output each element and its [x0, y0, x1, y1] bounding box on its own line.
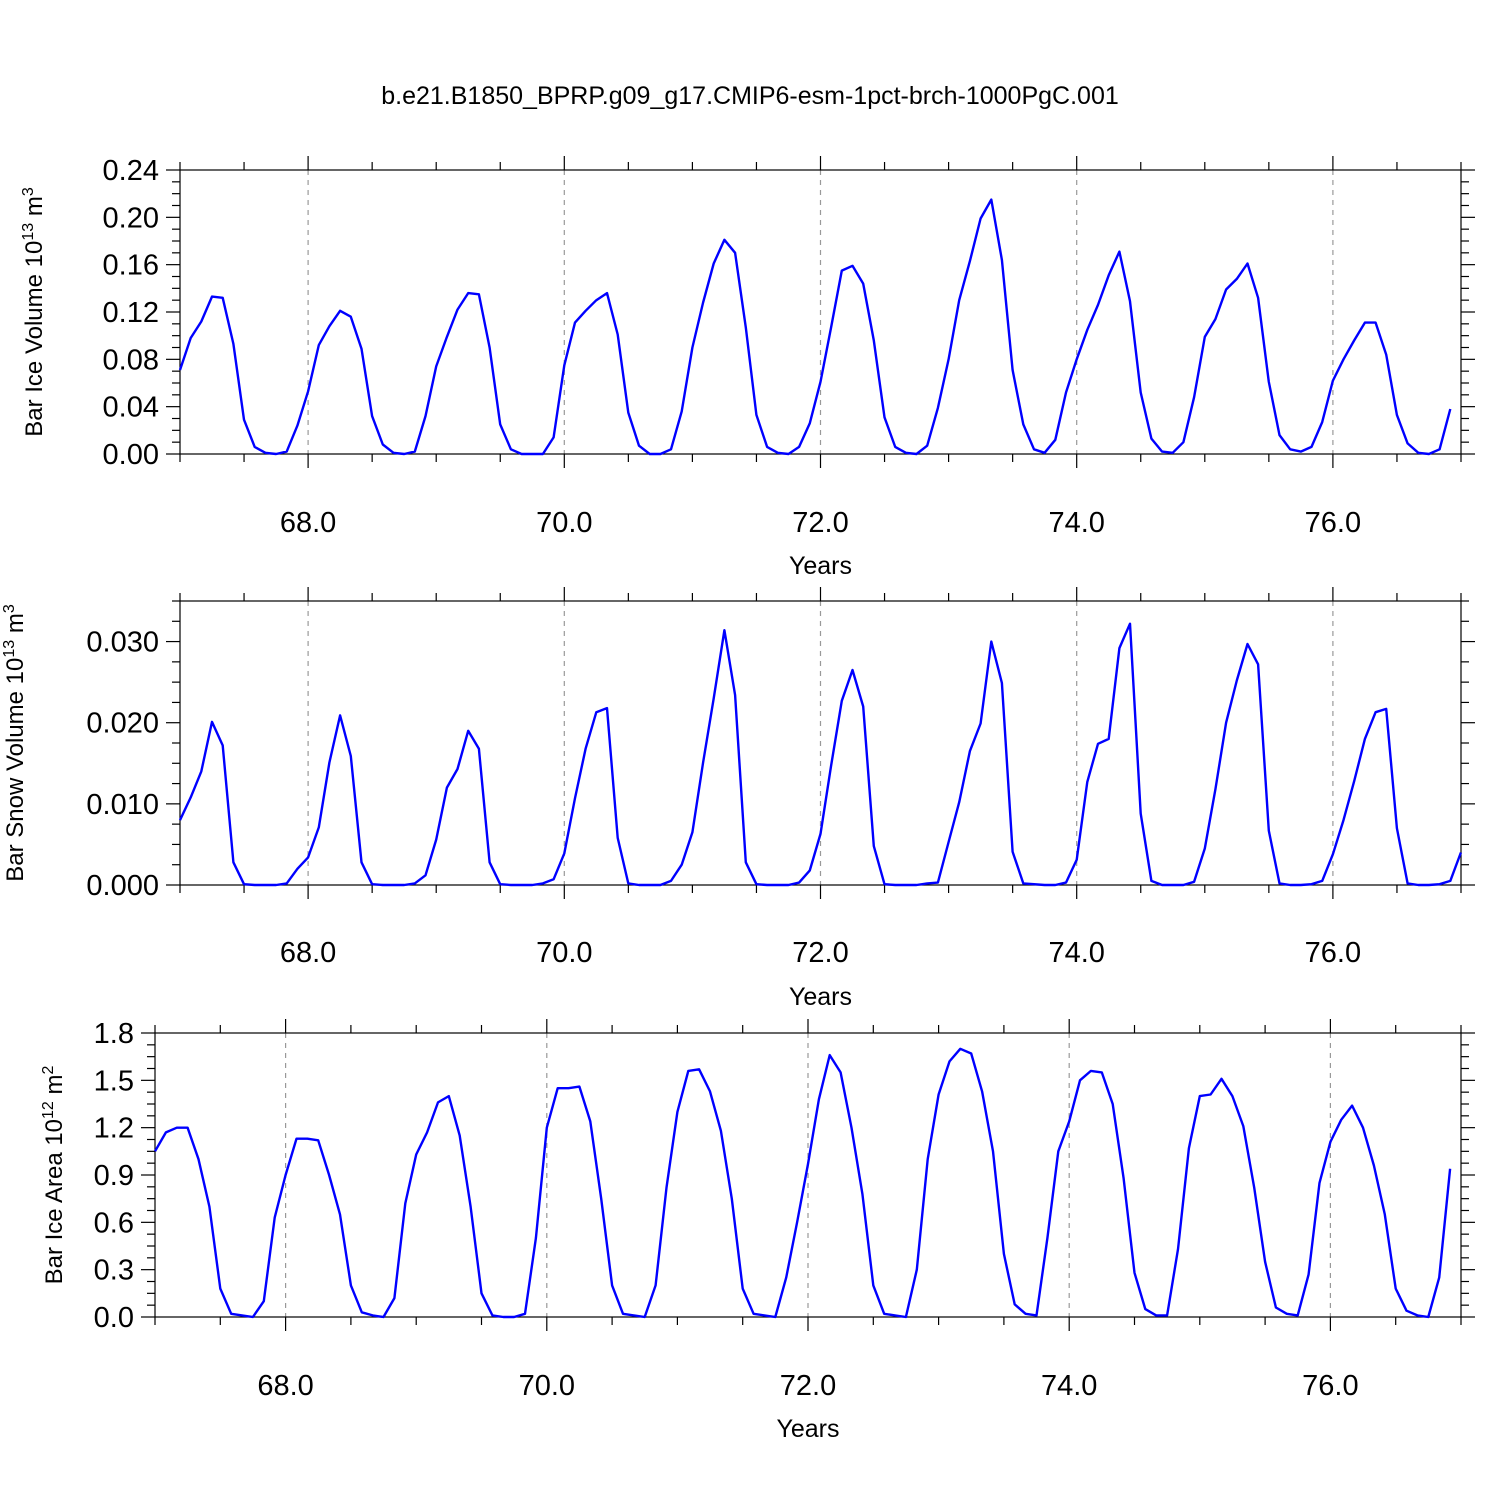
x-tick-label: 72.0 [792, 507, 848, 539]
y-tick-label: 0.3 [94, 1255, 134, 1287]
y-axis-label: Bar Snow Volume 1013 m3 [1, 604, 29, 882]
panel-3: 68.0 70.0 72.0 74.0 76.0 0.0 0.3 0.6 0.9 1.2 1.5 1.… [40, 1018, 1475, 1443]
x-tick-label: 74.0 [1041, 1370, 1097, 1402]
y-tick-label: 0.08 [103, 344, 159, 376]
y-tick-label: 0.20 [103, 202, 159, 234]
x-axis-label: Years [789, 983, 852, 1011]
x-tick-label: 72.0 [792, 937, 848, 969]
figure-title: b.e21.B1850_BPRP.g09_g17.CMIP6-esm-1pct-… [381, 82, 1119, 110]
y-tick-label: 0.6 [94, 1207, 134, 1239]
y-tick-label: 1.2 [94, 1113, 134, 1145]
series-line [178, 622, 1463, 887]
y-tick-label: 0.000 [86, 870, 159, 902]
x-axis-label: Years [789, 552, 852, 580]
y-axis-label: Bar Ice Volume 1013 m3 [20, 187, 48, 437]
y-tick-label: 0.04 [103, 392, 159, 424]
x-tick-label: 70.0 [536, 507, 592, 539]
x-tick-label: 68.0 [280, 507, 336, 539]
panel-2: 68.0 70.0 72.0 74.0 76.0 0.000 0.010 0.020 0.030… [1, 587, 1475, 1011]
y-tick-label: 0.9 [94, 1160, 134, 1192]
y-tick-label: 0.00 [103, 439, 159, 471]
series-line [178, 198, 1452, 456]
x-tick-label: 70.0 [536, 937, 592, 969]
y-tick-label: 0.0 [94, 1302, 134, 1334]
y-tick-label: 0.16 [103, 250, 159, 282]
x-tick-label: 68.0 [280, 937, 336, 969]
y-tick-label: 0.12 [103, 297, 159, 329]
x-tick-label: 76.0 [1305, 937, 1361, 969]
y-tick-label: 0.24 [103, 155, 159, 187]
y-tick-label: 0.010 [86, 789, 159, 821]
x-tick-label: 68.0 [257, 1370, 313, 1402]
x-tick-label: 72.0 [780, 1370, 836, 1402]
x-tick-label: 74.0 [1048, 937, 1104, 969]
y-tick-label: 0.020 [86, 708, 159, 740]
panel-1: 68.0 70.0 72.0 74.0 76.0 0.00 0.04 0.08 0.12 0.16… [20, 155, 1475, 580]
y-axis-label: Bar Ice Area 1012 m2 [40, 1066, 68, 1285]
x-axis-label: Years [776, 1415, 839, 1443]
y-tick-label: 1.5 [94, 1065, 134, 1097]
x-tick-label: 76.0 [1302, 1370, 1358, 1402]
x-tick-label: 74.0 [1048, 507, 1104, 539]
x-tick-label: 70.0 [519, 1370, 575, 1402]
series-line [153, 1047, 1452, 1319]
x-tick-label: 76.0 [1305, 507, 1361, 539]
y-tick-label: 0.030 [86, 627, 159, 659]
y-tick-label: 1.8 [94, 1018, 134, 1050]
